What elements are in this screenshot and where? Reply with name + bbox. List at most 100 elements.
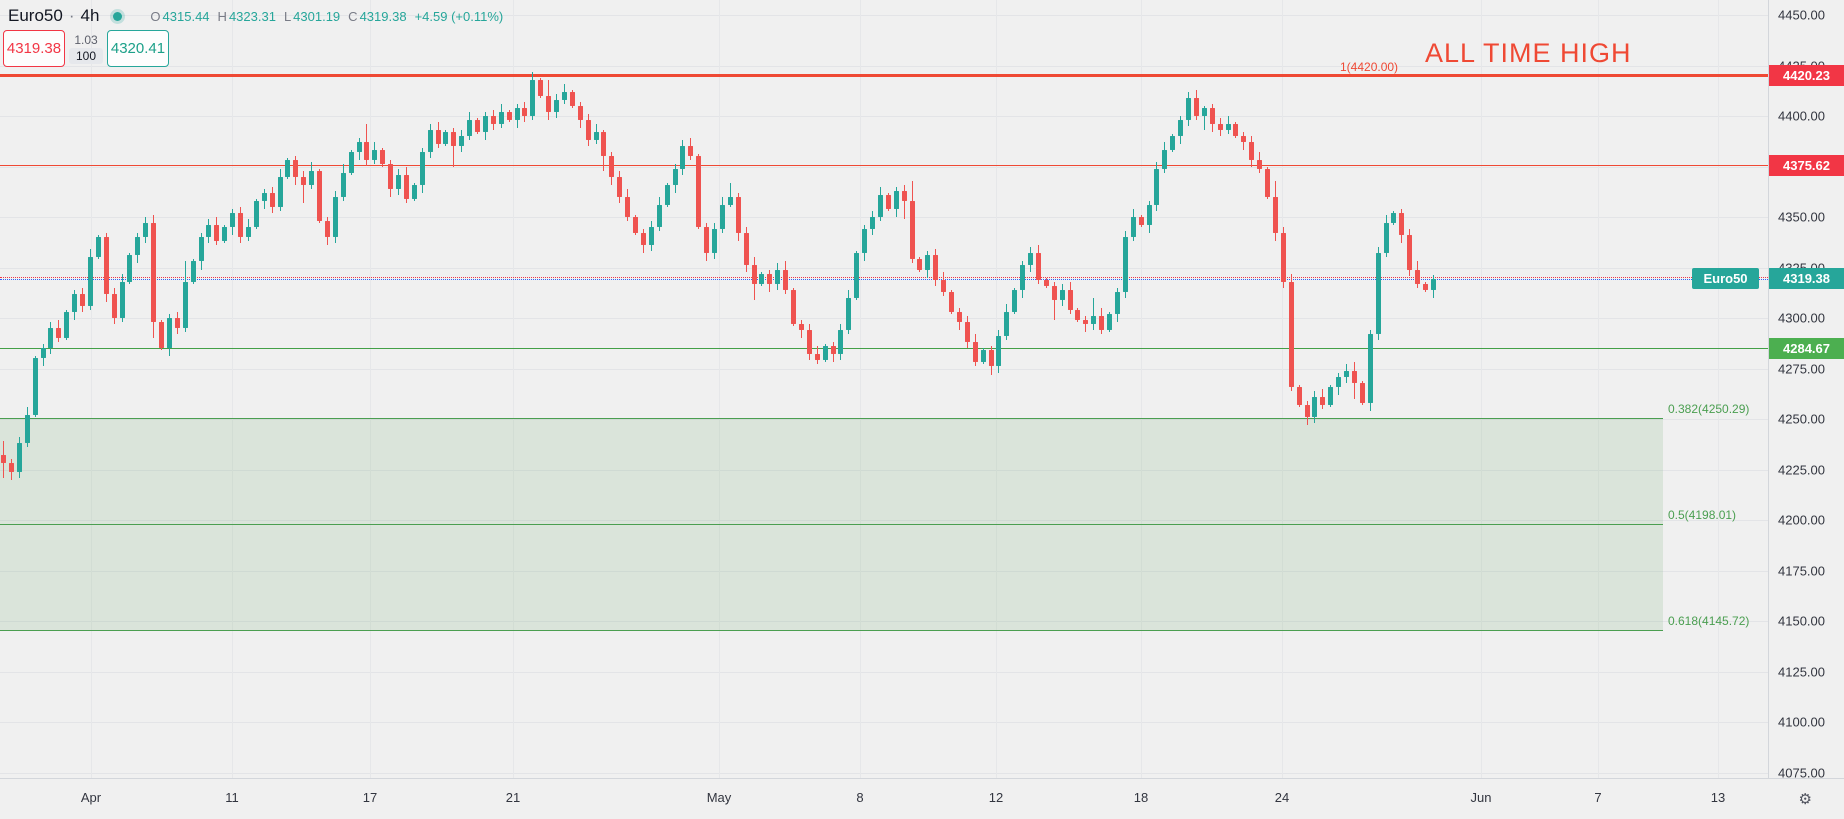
candle bbox=[1320, 396, 1326, 405]
plot-area[interactable]: 0.382(4250.29) 0.5(4198.01) 0.618(4145.72)… bbox=[0, 0, 1768, 778]
candle bbox=[893, 190, 899, 209]
candle bbox=[277, 176, 283, 207]
candle bbox=[925, 255, 931, 270]
candle bbox=[933, 255, 939, 280]
candle bbox=[380, 150, 386, 165]
candle bbox=[8, 463, 14, 472]
gridline-vertical bbox=[91, 0, 92, 778]
candle bbox=[293, 160, 299, 177]
candle bbox=[1304, 404, 1310, 417]
candle bbox=[1344, 370, 1350, 377]
candle bbox=[340, 172, 346, 197]
buy-button[interactable]: 4320.41 bbox=[107, 30, 169, 67]
quantity-field[interactable]: 100 bbox=[68, 48, 104, 64]
candle bbox=[593, 132, 599, 141]
fib-level-label: 0.382(4250.29) bbox=[1668, 402, 1750, 417]
y-axis-tick-label: 4225.00 bbox=[1778, 462, 1825, 477]
dotted-price-line[interactable] bbox=[0, 276, 1768, 278]
candle bbox=[103, 237, 109, 294]
x-axis-tick-label: Apr bbox=[80, 790, 102, 805]
gridline-vertical bbox=[1141, 0, 1142, 778]
candle bbox=[988, 350, 994, 367]
x-axis-tick-label: 17 bbox=[362, 790, 378, 805]
fib-top-level-label: 1(4420.00) bbox=[1340, 59, 1399, 74]
gridline-horizontal bbox=[0, 621, 1768, 622]
candle bbox=[1209, 107, 1215, 125]
candle bbox=[1328, 386, 1334, 405]
x-axis-tick-label: Jun bbox=[1470, 790, 1492, 805]
candle bbox=[198, 237, 204, 262]
candle bbox=[554, 99, 560, 112]
y-axis-tick-label: 4100.00 bbox=[1778, 714, 1825, 730]
candle bbox=[696, 156, 702, 228]
price-level-line[interactable] bbox=[0, 164, 1768, 166]
candle bbox=[1154, 168, 1160, 205]
candle bbox=[269, 192, 275, 207]
dotted-price-line[interactable] bbox=[0, 278, 1768, 280]
candle bbox=[1, 455, 6, 464]
candle bbox=[1083, 320, 1089, 325]
candle bbox=[48, 328, 54, 349]
candle bbox=[174, 318, 180, 329]
candle bbox=[238, 212, 244, 238]
fib-level-label: 0.618(4145.72) bbox=[1668, 613, 1750, 628]
price-level-line[interactable] bbox=[0, 348, 1768, 350]
gridline-vertical bbox=[1282, 0, 1283, 778]
gear-icon[interactable]: ⚙ bbox=[1798, 791, 1812, 808]
candle bbox=[1059, 289, 1065, 300]
candle bbox=[245, 227, 251, 238]
candle bbox=[1415, 269, 1421, 284]
symbol-name: Euro50 bbox=[8, 6, 63, 25]
candle bbox=[285, 160, 291, 177]
candle bbox=[411, 184, 417, 199]
candle bbox=[814, 354, 820, 361]
gridline-horizontal bbox=[0, 116, 1768, 117]
candle bbox=[1375, 253, 1381, 335]
candle bbox=[427, 130, 433, 153]
candle bbox=[625, 196, 631, 217]
x-axis-tick-label: 13 bbox=[1710, 790, 1726, 805]
legend-separator: · bbox=[68, 6, 75, 25]
low-key: L bbox=[283, 8, 292, 24]
candle bbox=[996, 336, 1002, 367]
candle bbox=[119, 281, 125, 318]
candle bbox=[1391, 212, 1397, 224]
fib-level-line[interactable] bbox=[0, 418, 1663, 420]
candle bbox=[451, 132, 457, 147]
candle bbox=[1170, 136, 1176, 151]
candle bbox=[166, 318, 172, 349]
candle bbox=[727, 196, 733, 205]
candle bbox=[1217, 124, 1223, 131]
fib-level-line[interactable] bbox=[0, 524, 1663, 526]
candle bbox=[1296, 386, 1302, 405]
candle bbox=[885, 194, 891, 209]
candle bbox=[830, 346, 836, 355]
candle bbox=[482, 116, 488, 133]
high-key: H bbox=[217, 8, 227, 24]
sell-button[interactable]: 4319.38 bbox=[3, 30, 65, 67]
candle bbox=[585, 120, 591, 141]
candle bbox=[846, 297, 852, 331]
candle bbox=[1178, 120, 1184, 137]
candle bbox=[1351, 370, 1357, 383]
time-axis[interactable]: ⚙ Apr 11 17 21 May 8 12 18 24 Jun 7 13 bbox=[0, 778, 1844, 819]
all-time-high-annotation: ALL TIME HIGH bbox=[1425, 38, 1632, 68]
price-axis[interactable]: 4450.004425.004400.004375.004350.004325.… bbox=[1768, 0, 1844, 780]
candle bbox=[735, 196, 741, 234]
candle bbox=[1130, 217, 1136, 238]
change-value: +4.59 (+0.11%) bbox=[414, 8, 504, 24]
candle bbox=[498, 111, 504, 125]
candle bbox=[1012, 289, 1018, 312]
candle bbox=[332, 196, 338, 238]
fib-level-line[interactable] bbox=[0, 629, 1663, 631]
candle bbox=[1099, 315, 1105, 331]
candle bbox=[719, 204, 725, 230]
candle bbox=[1107, 313, 1113, 331]
price-level-line[interactable] bbox=[0, 73, 1768, 77]
candle bbox=[1225, 124, 1231, 131]
candle bbox=[80, 293, 85, 306]
candle bbox=[1051, 285, 1057, 300]
candle bbox=[640, 233, 646, 246]
quantity-column: 1.03 100 bbox=[65, 30, 107, 67]
candle bbox=[56, 328, 62, 339]
